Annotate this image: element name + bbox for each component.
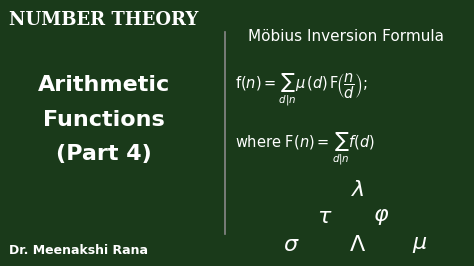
Text: $\mu$: $\mu$ <box>412 235 427 255</box>
Text: $\lambda$: $\lambda$ <box>351 180 365 200</box>
Text: Functions: Functions <box>44 110 165 130</box>
Text: Arithmetic: Arithmetic <box>38 75 171 95</box>
Text: Dr. Meenakshi Rana: Dr. Meenakshi Rana <box>9 244 148 256</box>
Text: Möbius Inversion Formula: Möbius Inversion Formula <box>248 29 444 44</box>
Text: (Part 4): (Part 4) <box>56 144 152 164</box>
Text: $\tau$: $\tau$ <box>317 207 332 227</box>
Text: NUMBER THEORY: NUMBER THEORY <box>9 11 199 29</box>
Text: $\Lambda$: $\Lambda$ <box>349 235 366 255</box>
Text: $\sigma$: $\sigma$ <box>283 235 300 255</box>
Text: $\mathrm{f}(n) = \sum_{d|n} \mu\,(d)\,\mathrm{F}\!\left(\dfrac{n}{d}\right);$: $\mathrm{f}(n) = \sum_{d|n} \mu\,(d)\,\m… <box>235 72 367 109</box>
Text: $\mathrm{where\ F}(n) = \sum_{d|n} f(d)$: $\mathrm{where\ F}(n) = \sum_{d|n} f(d)$ <box>235 131 374 167</box>
Text: $\varphi$: $\varphi$ <box>374 207 390 227</box>
